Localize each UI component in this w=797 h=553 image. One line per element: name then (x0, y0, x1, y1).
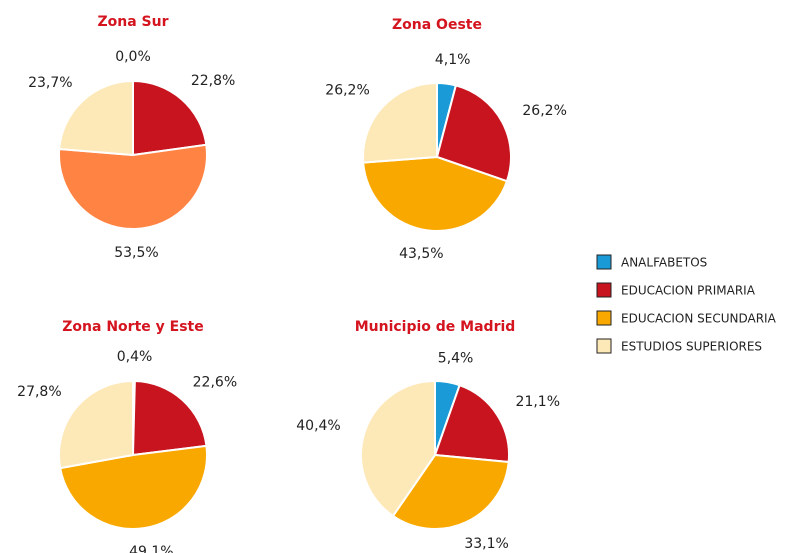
data-label: 27,8% (17, 384, 61, 400)
chart-title: Zona Sur (97, 14, 168, 30)
pie-slice (391, 453, 510, 530)
pie-slice (362, 155, 509, 232)
legend-label: ESTUDIOS SUPERIORES (621, 340, 762, 354)
data-label: 33,1% (464, 536, 508, 552)
pie-slice (58, 143, 208, 230)
data-label: 26,2% (522, 103, 566, 119)
pie-slice (58, 379, 134, 470)
chart-title: Municipio de Madrid (355, 319, 516, 335)
legend-label: ANALFABETOS (621, 256, 707, 270)
pie-slice (360, 379, 436, 518)
data-label: 26,2% (325, 82, 369, 98)
legend-swatch (596, 310, 612, 326)
chart-title: Zona Norte y Este (62, 319, 203, 335)
data-label: 22,6% (193, 374, 237, 390)
data-label: 43,5% (399, 246, 443, 262)
pie-slice (362, 81, 438, 164)
legend-label: EDUCACION SECUNDARIA (621, 312, 777, 326)
pie-slice (132, 79, 208, 157)
data-label: 23,7% (28, 75, 72, 91)
pie-slice (58, 79, 134, 157)
pie-slice (131, 379, 208, 457)
data-label: 0,0% (115, 49, 151, 65)
data-label: 53,5% (114, 245, 158, 261)
pie-slice (435, 84, 512, 183)
data-label: 40,4% (296, 418, 340, 434)
data-label: 4,1% (435, 52, 471, 68)
chart-title: Zona Oeste (392, 17, 482, 33)
pie-slice (59, 444, 208, 530)
pie-slice (433, 383, 510, 464)
legend-swatch (596, 254, 612, 270)
data-label: 49,1% (129, 544, 173, 553)
legend-label: EDUCACION PRIMARIA (621, 284, 756, 298)
data-label: 5,4% (438, 350, 474, 366)
data-label: 21,1% (516, 394, 560, 410)
data-label: 0,4% (117, 349, 153, 365)
legend-swatch (596, 282, 612, 298)
legend-swatch (596, 338, 612, 354)
data-label: 22,8% (191, 73, 235, 89)
